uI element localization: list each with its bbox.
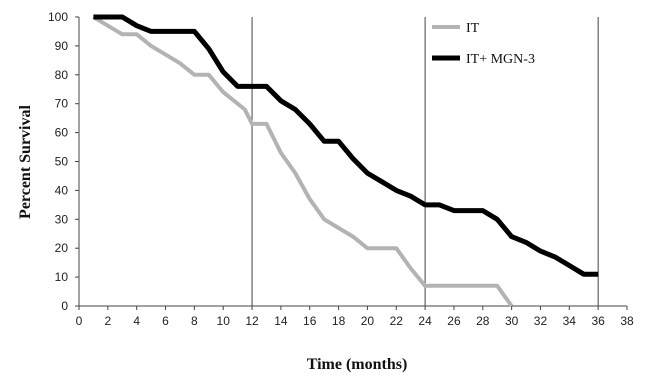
x-tick-label: 6	[162, 314, 169, 328]
legend-label-it-mgn3: IT+ MGN-3	[466, 52, 535, 67]
x-tick-label: 26	[447, 314, 461, 328]
y-tick-label: 70	[55, 97, 69, 111]
x-tick-label: 8	[191, 314, 198, 328]
y-tick-label: 10	[55, 270, 69, 284]
x-tick-label: 0	[76, 314, 83, 328]
legend-label-it: IT	[466, 21, 480, 36]
x-tick-label: 34	[563, 314, 577, 328]
series-layer	[92, 14, 599, 308]
x-tick-label: 36	[591, 314, 605, 328]
x-tick-label: 14	[274, 314, 288, 328]
x-tick-label: 22	[390, 314, 404, 328]
x-tick-label: 24	[418, 314, 432, 328]
y-tick-label: 60	[55, 126, 69, 140]
legend: IT IT+ MGN-3	[432, 21, 535, 67]
y-tick-label: 40	[55, 183, 69, 197]
x-tick-label: 38	[620, 314, 634, 328]
x-tick-label: 20	[361, 314, 375, 328]
x-tick-label: 16	[303, 314, 317, 328]
y-tick-label: 80	[55, 68, 69, 82]
y-tick-label: 0	[61, 299, 68, 313]
x-axis-ticks: 0 2 4 6 8 10 12 14 16 18 20 22 24 26 28 30 32 34 36 38	[76, 306, 634, 328]
x-axis-title: Time (months)	[307, 356, 408, 373]
x-tick-label: 10	[217, 314, 231, 328]
y-tick-label: 100	[48, 10, 68, 24]
y-tick-label: 90	[55, 39, 69, 53]
x-tick-label: 12	[245, 314, 259, 328]
x-tick-label: 32	[534, 314, 548, 328]
y-axis-ticks: 0 10 20 30 40 50 60 70 80 90 100	[48, 10, 79, 313]
series-line-it	[92, 15, 514, 308]
y-axis-title: Percent Survival	[17, 104, 34, 218]
y-tick-label: 20	[55, 241, 69, 255]
series-line-it-mgn3	[93, 14, 599, 277]
reference-lines	[251, 17, 599, 306]
x-tick-label: 2	[104, 314, 111, 328]
y-tick-label: 30	[55, 212, 69, 226]
x-tick-label: 30	[505, 314, 519, 328]
x-tick-label: 18	[332, 314, 346, 328]
y-tick-label: 50	[55, 155, 69, 169]
x-tick-label: 4	[133, 314, 140, 328]
x-tick-label: 28	[476, 314, 490, 328]
